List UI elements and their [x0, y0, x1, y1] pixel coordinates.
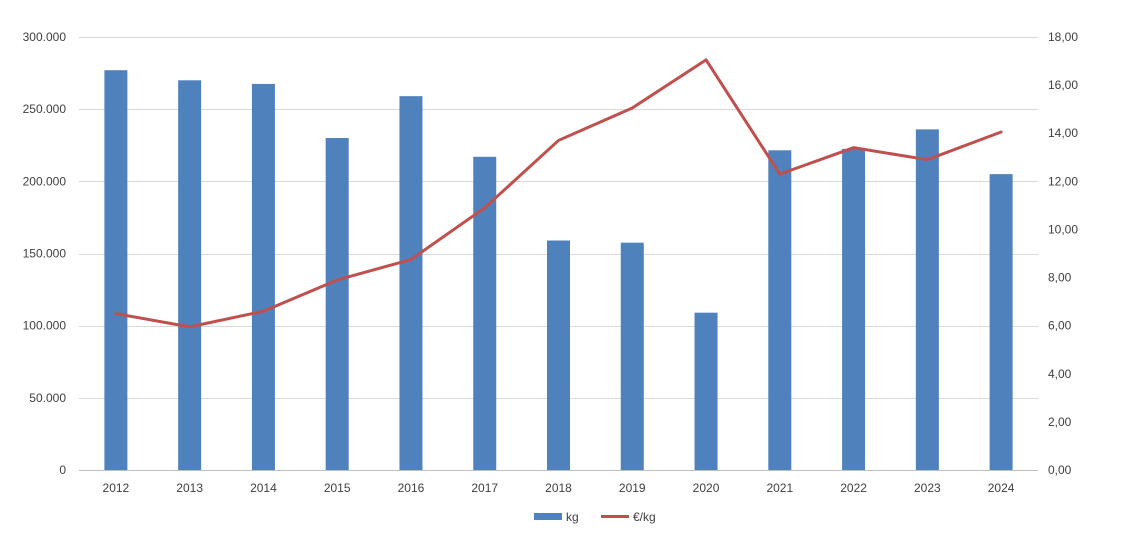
right-axis-tick-label: 10,00: [1048, 222, 1078, 236]
bar-2019: [620, 242, 644, 470]
left-axis-tick-label: 100.000: [23, 319, 67, 333]
bar-2022: [842, 148, 866, 470]
bar-2018: [547, 240, 570, 470]
x-axis-tick-label: 2013: [176, 481, 203, 495]
x-axis-tick-label: 2014: [250, 481, 277, 495]
x-axis-tick-label: 2021: [766, 481, 793, 495]
x-axis-tick-label: 2022: [840, 481, 867, 495]
right-axis-tick-label: 12,00: [1048, 174, 1078, 188]
x-axis-tick-label: 2020: [693, 481, 720, 495]
x-axis-tick-label: 2018: [545, 481, 572, 495]
x-axis-tick-labels: 2012 2013 2014 2015 2016 2017 2018 2019 2020 2021…: [103, 481, 1015, 495]
bar-2020: [694, 312, 718, 470]
x-axis-tick-label: 2015: [324, 481, 351, 495]
line-path: [114, 58, 1003, 329]
right-axis-tick-label: 18,00: [1048, 30, 1078, 44]
right-axis-tick-label: 0,00: [1048, 463, 1072, 477]
bar-2016: [399, 96, 423, 470]
bar-2024: [989, 174, 1013, 470]
right-axis-tick-label: 4,00: [1048, 367, 1072, 381]
x-axis-tick-label: 2019: [619, 481, 646, 495]
x-axis-tick-label: 2016: [398, 481, 425, 495]
legend: kg €/kg: [534, 510, 656, 524]
legend-label-eur-per-kg: €/kg: [633, 510, 656, 524]
left-axis-tick-label: 50.000: [29, 391, 66, 405]
bar-2021: [768, 150, 792, 470]
right-axis-tick-labels: 0,00 2,00 4,00 6,00 8,00 10,00 12,00 14,00 16,00…: [1048, 30, 1078, 477]
left-axis-tick-labels: 0 50.000 100.000 150.000 200.000 250.000 300.0…: [23, 30, 67, 477]
x-axis-tick-label: 2024: [988, 481, 1015, 495]
x-axis-tick-label: 2023: [914, 481, 941, 495]
legend-label-kg: kg: [566, 510, 579, 524]
bar-2013: [178, 80, 202, 471]
bar-series-kg: [104, 70, 1013, 471]
left-axis-tick-label: 250.000: [23, 102, 67, 116]
left-axis-tick-label: 200.000: [23, 174, 67, 188]
right-axis-tick-label: 2,00: [1048, 415, 1072, 429]
legend-swatch-kg: [534, 513, 562, 520]
bar-2012: [104, 70, 128, 471]
bar-2023: [915, 129, 939, 470]
x-axis-tick-label: 2017: [471, 481, 498, 495]
right-axis-tick-label: 6,00: [1048, 319, 1072, 333]
line-series-eur-per-kg: [114, 58, 1003, 329]
left-axis-tick-label: 300.000: [23, 30, 67, 44]
bar-2017: [473, 156, 497, 470]
right-axis-tick-label: 14,00: [1048, 126, 1078, 140]
left-axis-tick-label: 150.000: [23, 247, 67, 261]
right-axis-tick-label: 8,00: [1048, 271, 1072, 285]
bar-2015: [325, 138, 349, 471]
right-axis-tick-label: 16,00: [1048, 78, 1078, 92]
left-axis-tick-label: 0: [59, 463, 66, 477]
x-axis-tick-label: 2012: [103, 481, 130, 495]
bar-2014: [251, 83, 275, 471]
